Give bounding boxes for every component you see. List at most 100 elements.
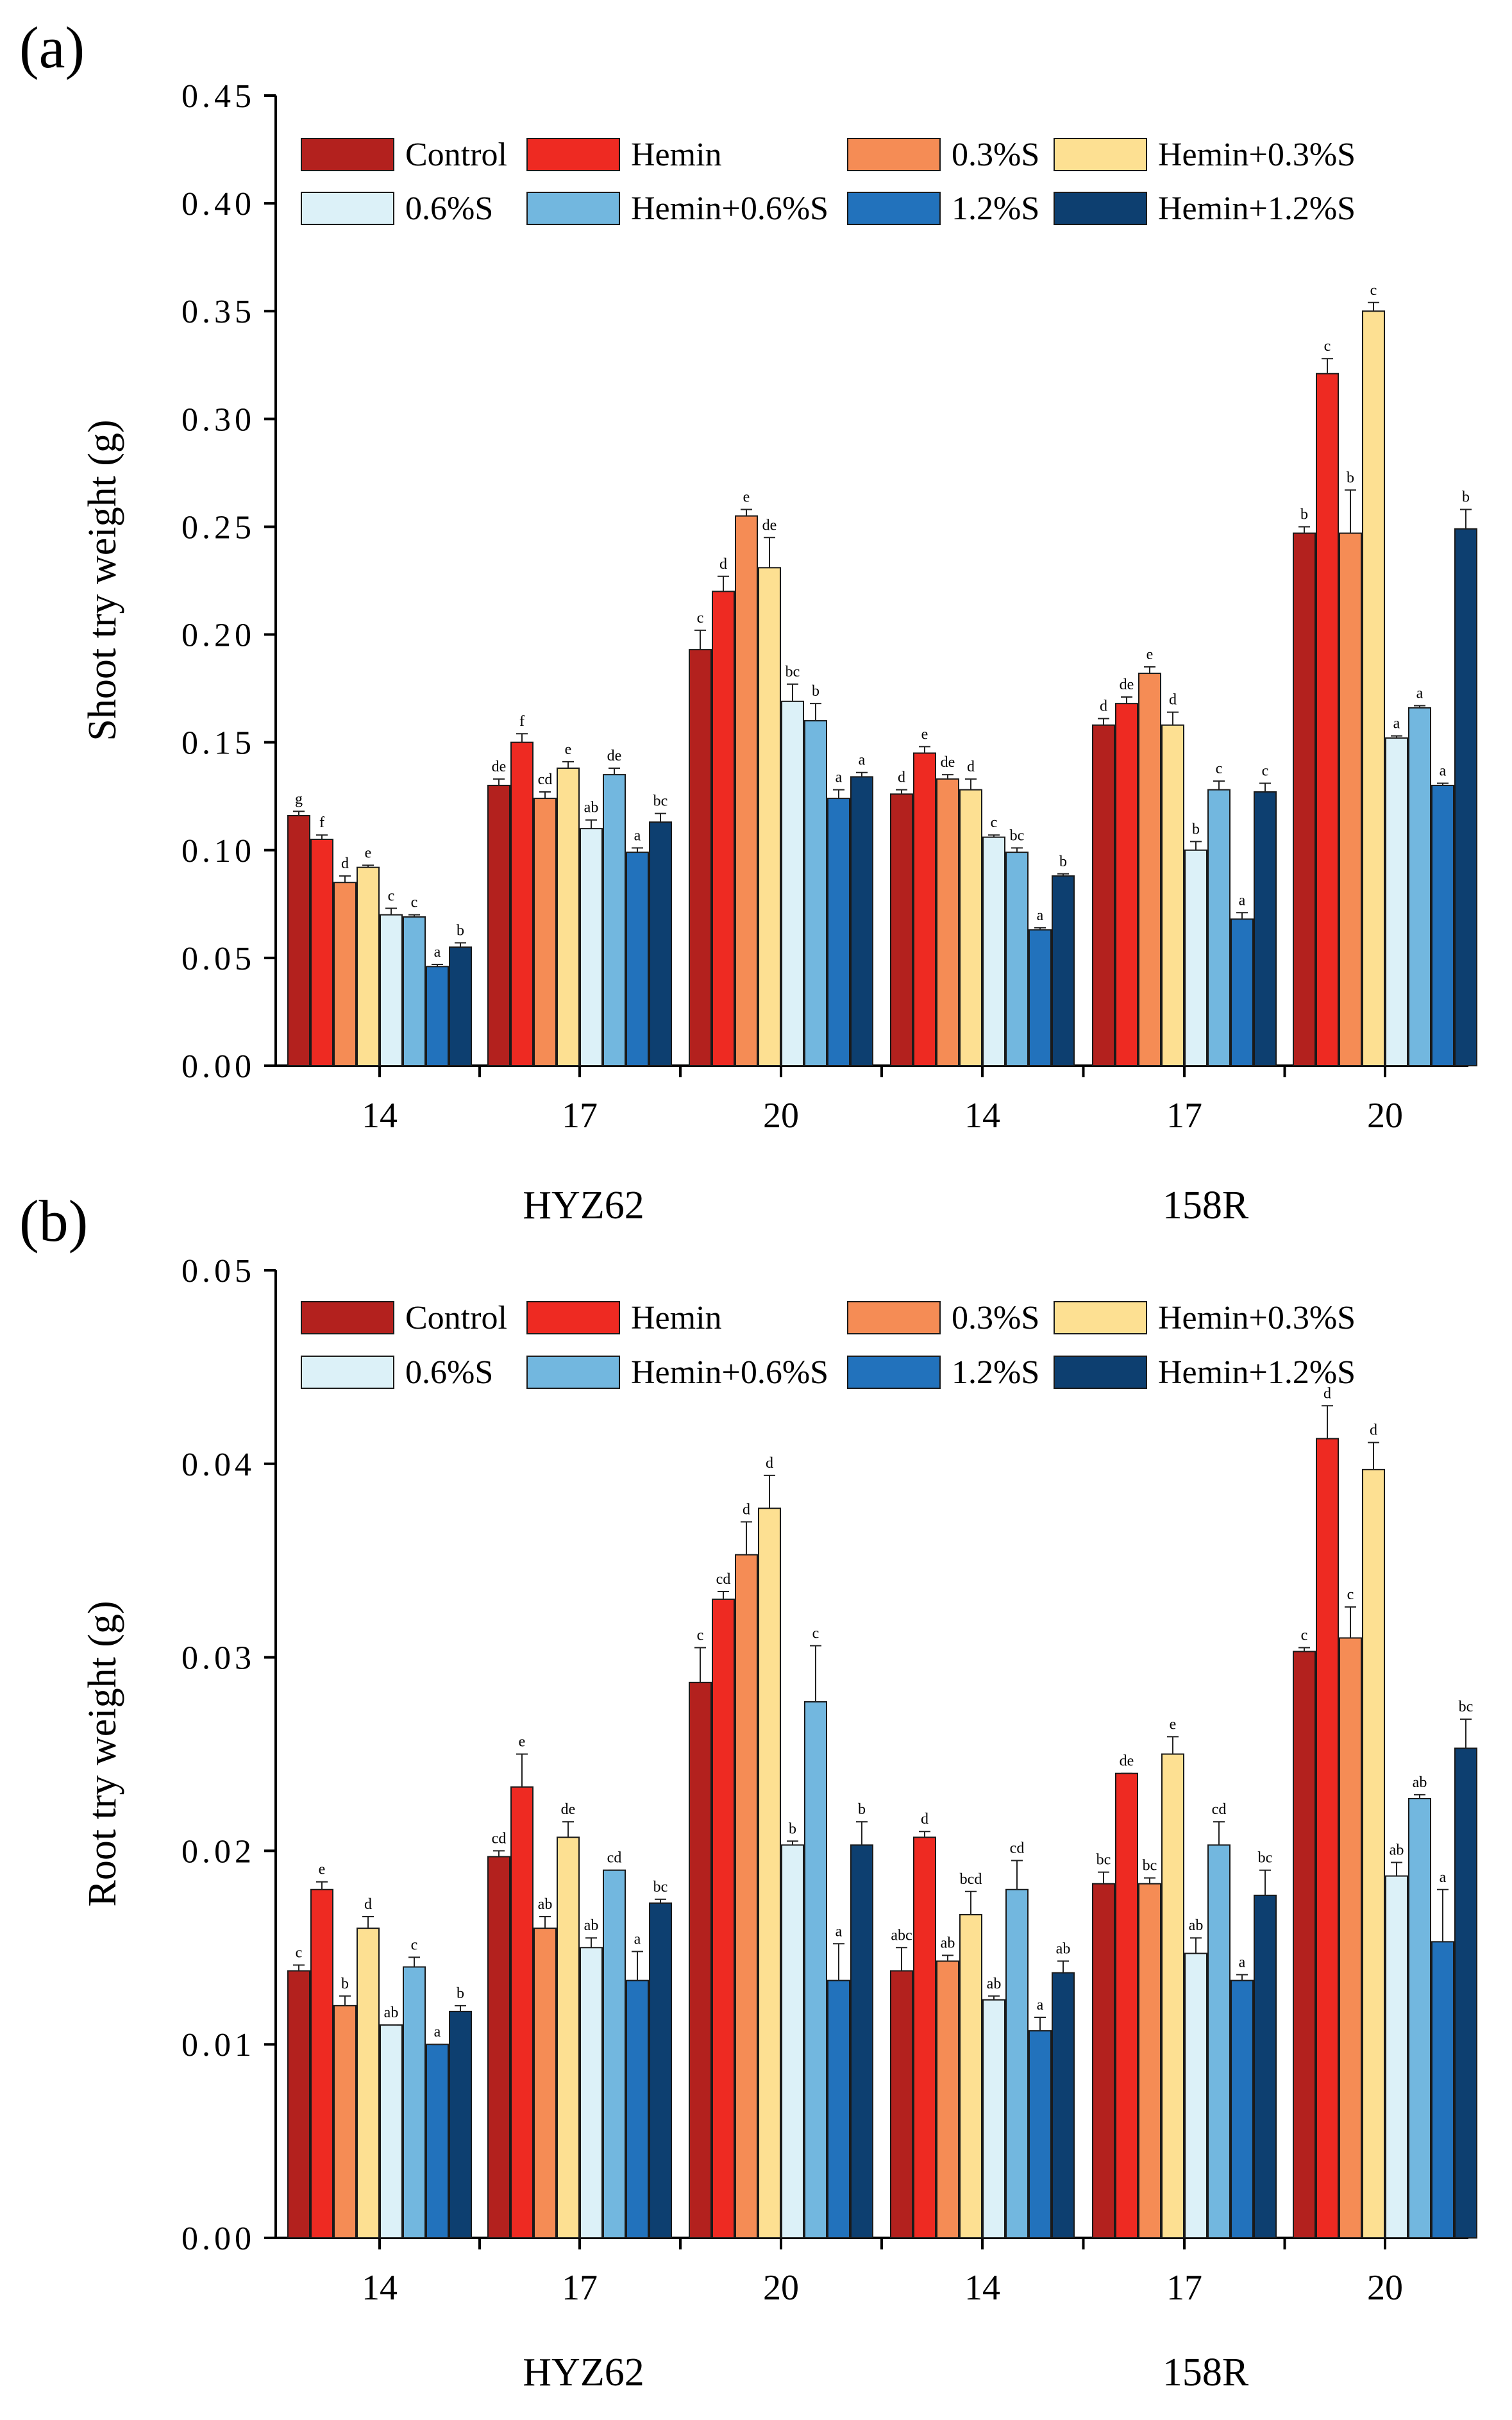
bar: Hemin+1.2%S 20: 0.249 (1454, 528, 1477, 1066)
bar: Hemin+1.2%S 14: 0.0117 (449, 2010, 472, 2239)
significance-letter: a (836, 1923, 843, 1940)
bar: 0.3%S 20: 0.255 (735, 515, 758, 1066)
bar: 0.3%S 14: 0.012 (333, 2004, 357, 2239)
bar: 1.2%S 17: 0.0133 (1231, 1979, 1254, 2239)
significance-letter: de (941, 754, 955, 771)
y-tick-label: 0.04 (181, 1447, 255, 1483)
significance-letter: ab (987, 1976, 1002, 1992)
x-tick-label: 20 (763, 2268, 799, 2308)
significance-letter: bc (1143, 1858, 1157, 1874)
significance-letter: d (1323, 1385, 1331, 1402)
legend: Control Hemin 0.3%S Hemin+0.3%S 0.6%S Hemin+0… (301, 137, 1356, 227)
bar: Hemin+0.6%S 17: 0.128 (1207, 789, 1231, 1066)
significance-letter: d (364, 1896, 372, 1913)
group-label: HYZ62 (523, 2351, 644, 2394)
group-label: 158R (1163, 1184, 1249, 1227)
significance-letter: a (634, 1931, 641, 1947)
significance-letter: ab (1413, 1774, 1427, 1791)
bar: 0.3%S 14: 0.0143 (936, 1960, 959, 2239)
significance-letter: d (1370, 1422, 1377, 1439)
significance-letter: de (1120, 676, 1134, 693)
significance-letter: d (921, 1811, 928, 1828)
significance-letter: bc (1258, 1850, 1273, 1867)
bar: Hemin 17: 0.024 (1115, 1772, 1138, 2239)
legend-label: Hemin+0.6%S (631, 1354, 828, 1391)
significance-letter: a (836, 769, 843, 786)
bar: 0.6%S 17: 0.1 (1184, 849, 1207, 1067)
bar: 0.3%S 14: 0.085 (333, 882, 357, 1066)
significance-letter: e (365, 844, 372, 861)
significance-letter: ab (941, 1935, 955, 1951)
bar: Control 20: 0.0303 (1293, 1651, 1316, 2239)
y-tick-label: 0.20 (181, 618, 255, 654)
x-tick-label: 14 (362, 2268, 398, 2308)
significance-letter: d (967, 759, 975, 775)
legend-label: 1.2%S (952, 1354, 1039, 1391)
bar: 0.6%S 20: 0.0187 (1385, 1875, 1408, 2239)
panel-label: (b) (19, 1188, 88, 1254)
significance-letter: cd (716, 1571, 731, 1588)
significance-letter: cd (1010, 1840, 1025, 1856)
legend-swatch (301, 1301, 394, 1334)
bar: Hemin+1.2%S 14: 0.0137 (1052, 1972, 1075, 2239)
legend-label: 0.6%S (405, 1354, 493, 1391)
bar: Hemin+0.3%S 20: 0.0397 (1362, 1468, 1385, 2239)
bar: Control 17: 0.0183 (1092, 1883, 1115, 2239)
significance-letter: a (1037, 1997, 1044, 2013)
significance-letter: de (492, 759, 507, 775)
bar: Control 20: 0.193 (689, 649, 712, 1066)
significance-letter: d (1169, 692, 1177, 709)
significance-letter: b (1462, 489, 1470, 506)
significance-letter: bcd (960, 1871, 982, 1888)
bar: Hemin 17: 0.15 (510, 741, 533, 1066)
legend-swatch (847, 192, 941, 225)
bar: Control 17: 0.158 (1092, 724, 1115, 1067)
y-tick-label: 0.05 (181, 941, 255, 977)
legend-swatch (301, 192, 394, 225)
bar: Hemin+0.6%S 14: 0.018 (1005, 1888, 1029, 2239)
bar: 1.2%S 20: 0.0153 (1431, 1941, 1454, 2239)
significance-letter: f (319, 814, 324, 831)
significance-letter: e (1170, 1716, 1177, 1733)
significance-letter: bc (1459, 1699, 1474, 1715)
bar: Control 17: 0.0197 (487, 1856, 510, 2239)
significance-letter: d (743, 1501, 750, 1518)
significance-letter: bc (653, 1879, 668, 1895)
bar: 1.2%S 14: 0.063 (1029, 929, 1052, 1067)
significance-letter: de (561, 1801, 576, 1818)
significance-letter: a (1440, 763, 1447, 780)
y-tick-label: 0.02 (181, 1833, 255, 1870)
significance-letter: bc (1010, 827, 1025, 844)
significance-letter: ab (1189, 1917, 1204, 1934)
bar: Hemin+1.2%S 14: 0.088 (1052, 875, 1075, 1066)
y-tick-label: 0.00 (181, 2221, 255, 2257)
significance-letter: b (1059, 853, 1067, 870)
significance-letter: bc (785, 664, 800, 680)
bar: Hemin+0.3%S 20: 0.35 (1362, 310, 1385, 1067)
significance-letter: de (607, 748, 622, 764)
bar: Hemin+1.2%S 17: 0.0177 (1254, 1894, 1277, 2239)
y-tick-label: 0.25 (181, 509, 255, 546)
legend-swatch (847, 1356, 941, 1389)
bar: Hemin+1.2%S 20: 0.0253 (1454, 1747, 1477, 2239)
significance-letter: b (858, 1801, 866, 1818)
y-tick-label: 0.35 (181, 294, 255, 330)
bar: Hemin+0.6%S 17: 0.135 (603, 774, 626, 1066)
bar: 1.2%S 14: 0.0107 (1029, 2030, 1052, 2239)
bar: 0.6%S 20: 0.0203 (781, 1844, 804, 2239)
significance-letter: a (1037, 907, 1044, 924)
significance-letter: de (762, 517, 777, 534)
legend-label: 0.3%S (952, 1300, 1039, 1336)
bar: 1.2%S 17: 0.099 (626, 852, 649, 1066)
significance-letter: b (789, 1820, 796, 1837)
legend-label: Control (405, 137, 507, 173)
bar: Hemin+0.3%S 14: 0.0167 (959, 1913, 982, 2239)
bar: 0.6%S 14: 0.106 (982, 836, 1005, 1067)
legend-swatch (526, 138, 620, 171)
bar: 0.6%S 20: 0.169 (781, 700, 804, 1066)
legend-swatch (526, 1356, 620, 1389)
bar: Hemin+0.3%S 14: 0.016 (357, 1928, 380, 2239)
bar: Control 20: 0.247 (1293, 532, 1316, 1066)
significance-letter: b (1347, 469, 1354, 486)
legend-label: Hemin+0.3%S (1158, 137, 1356, 173)
